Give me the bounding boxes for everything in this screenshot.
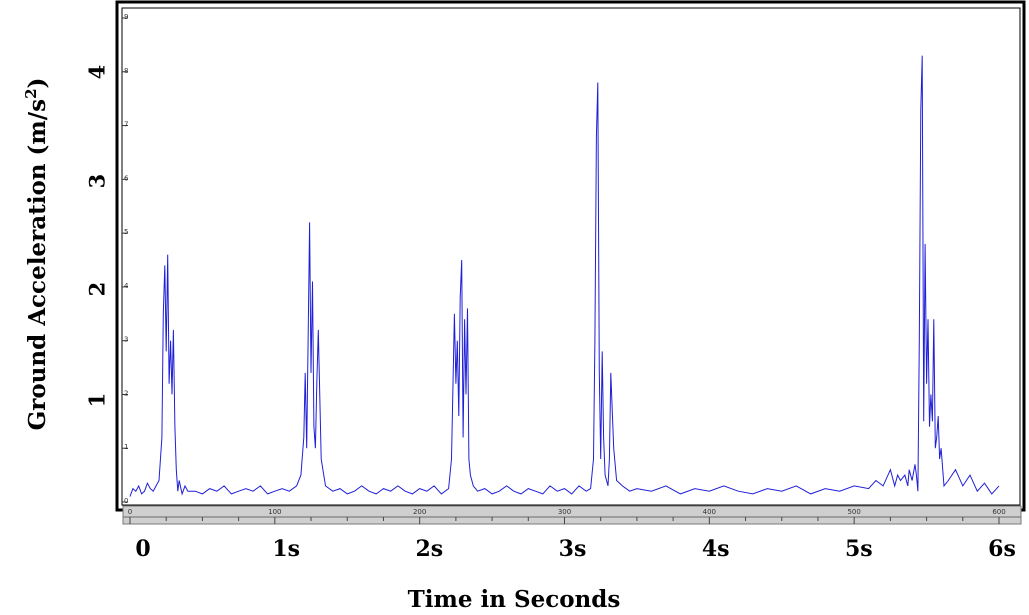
ruler-tick-label: 500 bbox=[847, 508, 860, 516]
ruler-tick-label: 200 bbox=[413, 508, 426, 516]
minor-y-tick-label: 4 bbox=[124, 282, 129, 290]
minor-y-tick-label: 3 bbox=[124, 336, 128, 344]
ruler-tick-label: 400 bbox=[703, 508, 716, 516]
x-tick-label: 5s bbox=[845, 536, 873, 562]
y-axis-label: Ground Acceleration (m/s2) bbox=[22, 78, 51, 431]
acceleration-series-line bbox=[129, 55, 1000, 497]
time-ruler bbox=[122, 505, 1022, 525]
ruler-tick-label: 300 bbox=[558, 508, 571, 516]
ruler-tick-label: 0 bbox=[128, 508, 132, 516]
minor-y-tick-label: 7 bbox=[124, 121, 128, 129]
x-axis-label: Time in Seconds bbox=[408, 586, 621, 613]
minor-y-tick-label: 0 bbox=[124, 497, 128, 505]
x-tick-label: 3s bbox=[559, 536, 587, 562]
minor-y-tick-label: 9 bbox=[124, 13, 128, 21]
minor-y-tick-label: 2 bbox=[124, 389, 128, 397]
minor-y-tick-label: 8 bbox=[124, 67, 128, 75]
x-tick-label: 4s bbox=[702, 536, 730, 562]
y-tick-label: 1 bbox=[85, 393, 110, 408]
y-tick-label: 3 bbox=[85, 174, 110, 189]
x-tick-label: 2s bbox=[415, 536, 443, 562]
series-layer bbox=[129, 55, 1000, 497]
minor-y-tick-label: 1 bbox=[124, 443, 128, 451]
y-tick-label: 4 bbox=[85, 65, 110, 80]
major-y-axis: 1 2 3 4 bbox=[85, 65, 110, 408]
plot-area bbox=[121, 7, 1021, 506]
minor-y-tick-label: 6 bbox=[124, 174, 129, 182]
y-tick-label: 2 bbox=[85, 282, 110, 297]
x-tick-label: 6s bbox=[988, 536, 1016, 562]
minor-x-axis: 0 100 200 300 400 500 600 bbox=[128, 508, 1006, 524]
minor-y-axis: 0 1 2 3 4 5 6 7 8 9 bbox=[122, 13, 129, 505]
major-x-axis: 0 1s 2s 3s 4s 5s 6s bbox=[135, 536, 1016, 562]
minor-y-tick-label: 5 bbox=[124, 228, 128, 236]
ruler-tick-label: 600 bbox=[992, 508, 1005, 516]
x-tick-label: 1s bbox=[272, 536, 300, 562]
ruler-tick-label: 100 bbox=[268, 508, 281, 516]
x-tick-label: 0 bbox=[135, 536, 150, 562]
